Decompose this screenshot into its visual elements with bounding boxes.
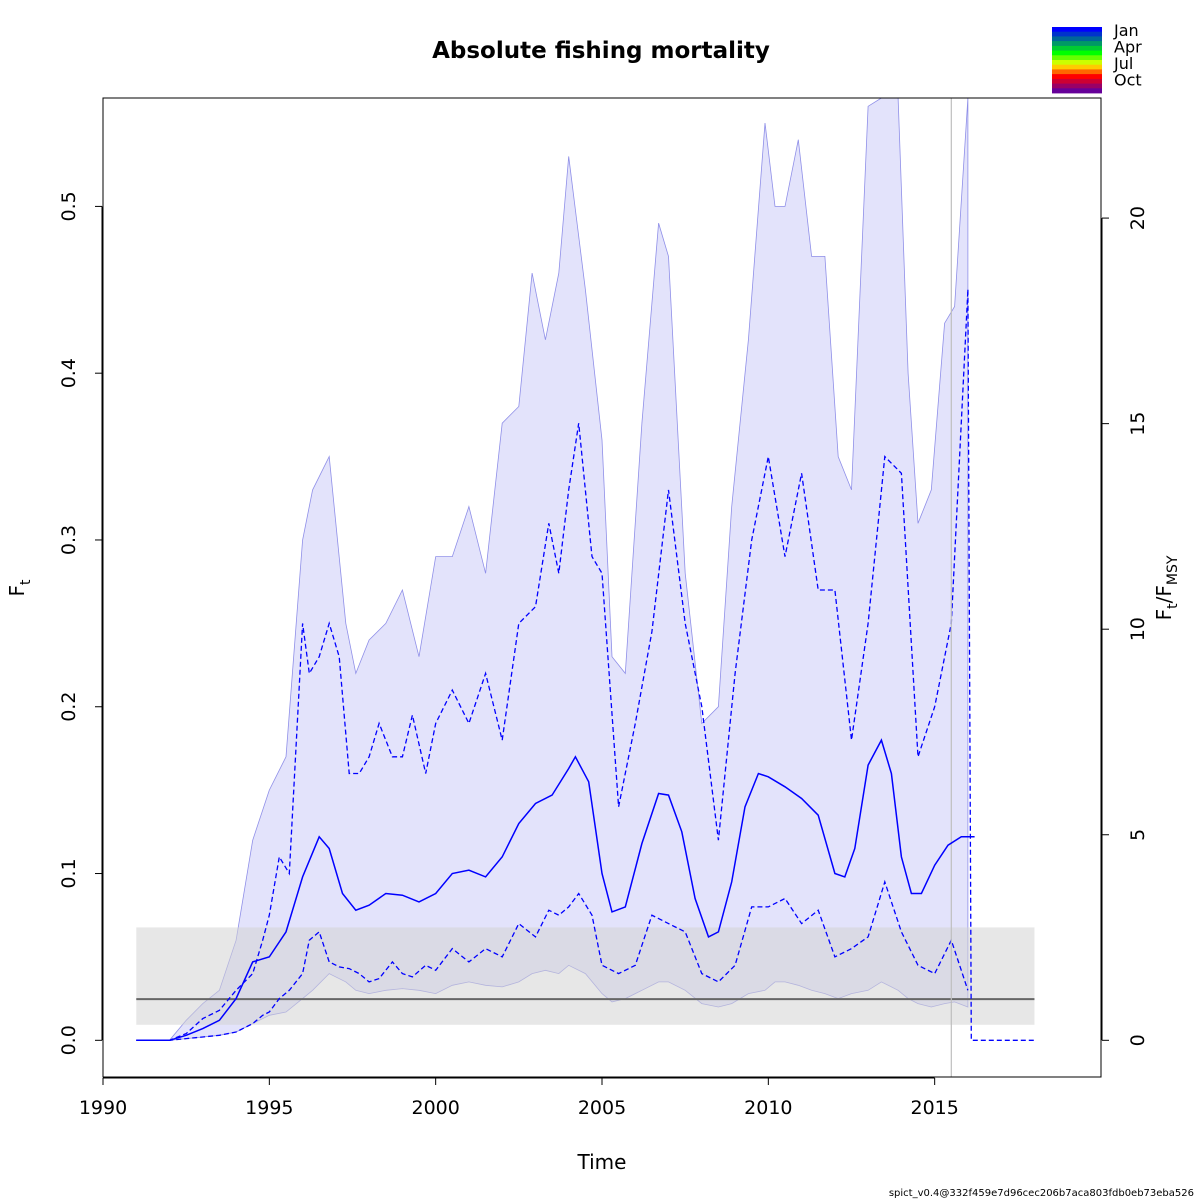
y-tick-label: 0.0 (58, 1025, 80, 1055)
right-tick-label: 20 (1127, 206, 1149, 230)
legend-swatch (1052, 60, 1102, 65)
x-tick-label: 1995 (245, 1097, 293, 1119)
fmsy-ci-band (136, 927, 1034, 1024)
y-tick-label: 0.5 (58, 191, 80, 221)
legend-swatch (1052, 55, 1102, 60)
plot-content (136, 98, 1034, 1077)
y-tick-label: 0.4 (58, 358, 80, 388)
legend-swatch (1052, 41, 1102, 46)
legend-swatch (1052, 51, 1102, 56)
legend-swatch (1052, 84, 1102, 89)
legend-swatch (1052, 74, 1102, 79)
x-tick-label: 1990 (79, 1097, 127, 1119)
legend-swatch (1052, 36, 1102, 41)
legend-swatch (1052, 69, 1102, 74)
right-tick-label: 5 (1127, 829, 1149, 841)
y-tick-label: 0.2 (58, 692, 80, 722)
x-tick-label: 2015 (910, 1097, 958, 1119)
right-axis-title-sub2: MSY (1165, 555, 1181, 585)
chart-title: Absolute fishing mortality (432, 38, 770, 64)
right-axis-title: Ft/FMSY (1152, 555, 1181, 620)
version-footer: spict_v0.4@332f459e7d96cec206b7aca803fdb… (889, 1188, 1194, 1199)
legend-swatch (1052, 65, 1102, 70)
plot-area (136, 98, 1034, 1077)
legend-swatch (1052, 27, 1102, 32)
x-tick-label: 2010 (744, 1097, 792, 1119)
legend-label: Oct (1114, 71, 1142, 90)
svg-text:Ft/FMSY: Ft/FMSY (1152, 555, 1181, 620)
right-tick-label: 15 (1127, 412, 1149, 436)
x-tick-label: 2000 (411, 1097, 459, 1119)
right-axis-title-main: F (1152, 609, 1176, 621)
y-axis-title-sub: t (18, 579, 34, 585)
legend-swatch (1052, 46, 1102, 51)
x-tick-label: 2005 (578, 1097, 626, 1119)
outer-ci-band (136, 98, 968, 1040)
legend-swatch (1052, 32, 1102, 37)
right-axis-title-sep: /F (1152, 585, 1176, 603)
y-axis-title-main: F (5, 585, 29, 597)
y-axis-title: Ft (5, 579, 34, 597)
right-tick-label: 10 (1127, 617, 1149, 641)
x-axis-title: Time (577, 1150, 627, 1174)
right-tick-label: 0 (1127, 1034, 1149, 1046)
legend-swatch (1052, 79, 1102, 84)
y-tick-label: 0.3 (58, 525, 80, 555)
y-tick-label: 0.1 (58, 858, 80, 888)
legend-swatch (1052, 88, 1102, 93)
svg-text:Ft: Ft (5, 579, 34, 597)
